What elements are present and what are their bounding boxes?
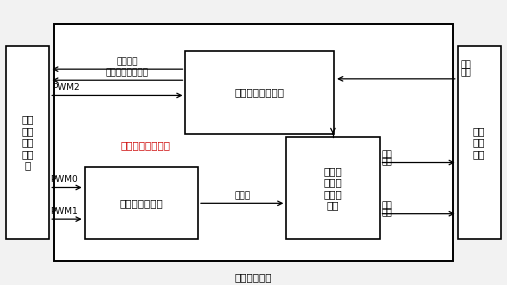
Text: 收发
电路
模块: 收发 电路 模块 bbox=[473, 126, 485, 159]
Text: 处理后的反射信号: 处理后的反射信号 bbox=[106, 68, 149, 77]
Text: 采样: 采样 bbox=[381, 201, 392, 210]
Text: 信号调制模块: 信号调制模块 bbox=[235, 272, 272, 282]
Bar bbox=[85, 167, 198, 239]
Bar bbox=[54, 24, 453, 261]
Text: PWM0: PWM0 bbox=[50, 175, 78, 184]
Text: 信号: 信号 bbox=[381, 157, 392, 166]
Text: 反射: 反射 bbox=[460, 60, 471, 69]
Bar bbox=[458, 46, 500, 239]
Text: 发射: 发射 bbox=[381, 150, 392, 159]
Text: PWM1: PWM1 bbox=[50, 207, 78, 216]
Text: 信号: 信号 bbox=[460, 68, 471, 78]
Text: 锯齿波产生电路: 锯齿波产生电路 bbox=[120, 198, 163, 208]
Text: PWM2: PWM2 bbox=[52, 83, 80, 92]
Text: 发射及
采样信
号产生
电路: 发射及 采样信 号产生 电路 bbox=[323, 166, 342, 211]
Text: 控制
及信
息处
理模
块: 控制 及信 息处 理模 块 bbox=[22, 114, 34, 171]
Bar bbox=[286, 137, 380, 239]
Text: 反射信号调制电路: 反射信号调制电路 bbox=[235, 88, 285, 98]
Text: 基准信号: 基准信号 bbox=[117, 57, 138, 66]
Text: 锯齿波: 锯齿波 bbox=[234, 191, 250, 200]
Text: 信号: 信号 bbox=[381, 209, 392, 217]
Bar bbox=[186, 51, 334, 134]
Bar bbox=[7, 46, 49, 239]
Text: 江苏华云流量计厂: 江苏华云流量计厂 bbox=[120, 140, 170, 150]
